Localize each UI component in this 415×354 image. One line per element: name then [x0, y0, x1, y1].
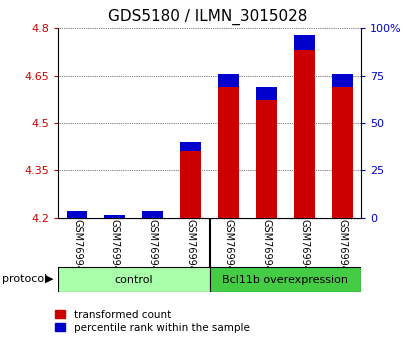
Text: control: control [115, 275, 153, 285]
Bar [58, 267, 210, 292]
Text: GSM769941: GSM769941 [110, 219, 120, 278]
Text: GSM769945: GSM769945 [261, 219, 271, 278]
Bar [256, 87, 277, 218]
Bar [294, 35, 315, 218]
Text: GSM769942: GSM769942 [148, 219, 158, 278]
Bar [218, 74, 239, 218]
Bar [180, 142, 201, 218]
Bar [332, 74, 352, 87]
Bar [105, 215, 125, 222]
Bar [180, 142, 201, 152]
Text: GSM769947: GSM769947 [337, 219, 347, 278]
Legend: transformed count, percentile rank within the sample: transformed count, percentile rank withi… [55, 310, 250, 333]
Bar [67, 211, 88, 218]
Bar [218, 74, 239, 87]
Text: protocol: protocol [2, 274, 47, 284]
Bar [332, 74, 352, 218]
Bar [294, 35, 315, 50]
Text: GSM769944: GSM769944 [224, 219, 234, 278]
Bar [142, 211, 163, 218]
Text: GDS5180 / ILMN_3015028: GDS5180 / ILMN_3015028 [108, 9, 307, 25]
Text: ▶: ▶ [45, 274, 53, 284]
Text: Bcl11b overexpression: Bcl11b overexpression [222, 275, 348, 285]
Bar [142, 211, 163, 221]
Bar [67, 211, 88, 221]
Bar [210, 267, 361, 292]
Text: GSM769943: GSM769943 [186, 219, 195, 278]
Text: GSM769946: GSM769946 [299, 219, 309, 278]
Bar [105, 215, 125, 218]
Bar [256, 87, 277, 100]
Text: GSM769940: GSM769940 [72, 219, 82, 278]
